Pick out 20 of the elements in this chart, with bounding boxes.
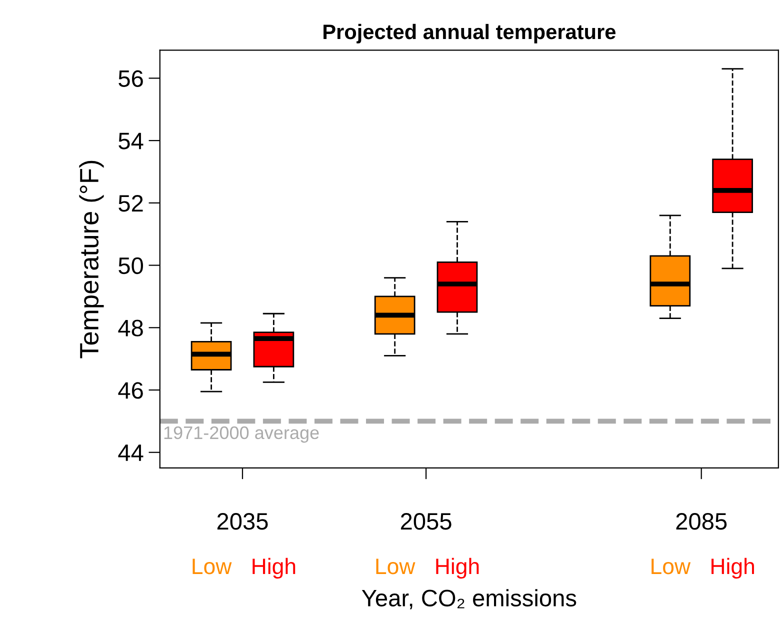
y-axis-title: Temperature (°F) <box>79 160 104 358</box>
x-tick-label: 2035 <box>217 513 268 530</box>
chart-title: Projected annual temperature <box>324 24 616 44</box>
y-tick-label: 52 <box>118 194 143 212</box>
text: Low <box>192 558 232 574</box>
y-tick-label: 44 <box>118 444 144 461</box>
y-tick-label: 54 <box>118 132 144 150</box>
x-tick-label: 2055 <box>400 513 452 530</box>
ref-line-label: 1971-2000 average <box>164 426 319 443</box>
y-tick-label: 46 <box>118 382 143 399</box>
text: High <box>436 558 479 579</box>
text: Low <box>652 558 691 574</box>
y-tick-label: 48 <box>118 320 143 336</box>
x-axis-title: Year, CO₂ emissions <box>362 589 576 610</box>
y-tick-label: 56 <box>118 70 143 87</box>
text: Low <box>376 558 416 574</box>
text: High <box>712 558 754 579</box>
y-tick-label: 50 <box>118 257 144 274</box>
text: High <box>252 558 296 579</box>
x-tick-label: 2085 <box>676 513 727 530</box>
